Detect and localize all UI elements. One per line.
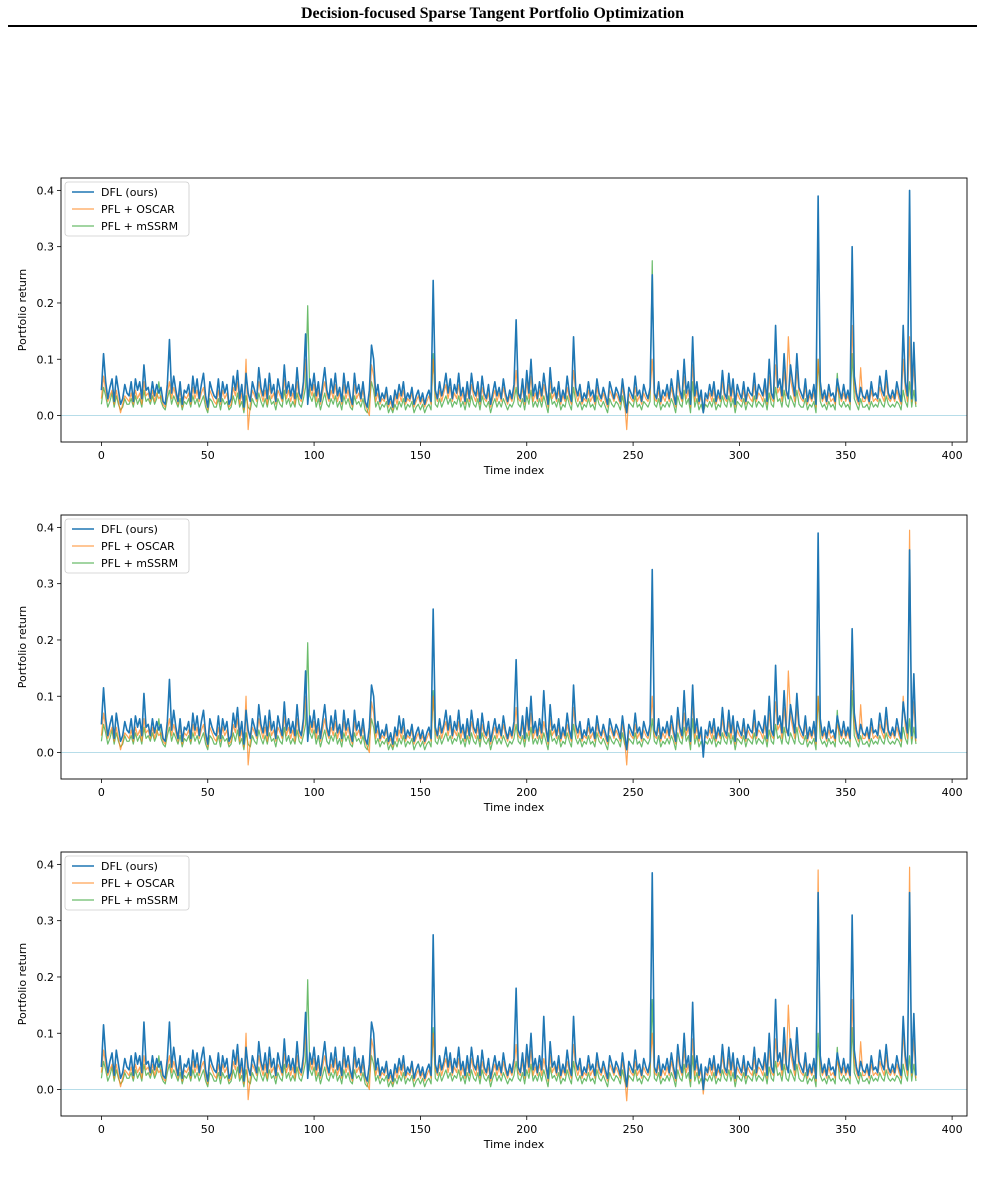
legend: DFL (ours) PFL + OSCAR PFL + mSSRM (64, 518, 190, 574)
page-header: Decision-focused Sparse Tangent Portfoli… (0, 0, 985, 30)
y-tick-label: 0.1 (37, 690, 55, 703)
x-tick-label: 200 (516, 449, 537, 462)
y-axis-label: Portfolio return (16, 943, 29, 1025)
y-tick-label: 0.1 (37, 353, 55, 366)
x-tick-label: 300 (729, 786, 750, 799)
legend-box (64, 855, 190, 911)
x-tick-label: 100 (304, 449, 325, 462)
header-rule (8, 25, 977, 27)
legend-label-2: PFL + OSCAR (101, 877, 175, 890)
y-tick-label: 0.0 (37, 1084, 55, 1097)
y-tick-label: 0.4 (37, 184, 55, 197)
series-line-2 (100, 324, 917, 431)
x-tick-label: 300 (729, 449, 750, 462)
legend-label-1: DFL (ours) (101, 523, 158, 536)
legend-label-3: PFL + mSSRM (101, 557, 178, 570)
legend-label-2: PFL + OSCAR (101, 203, 175, 216)
x-axis-label: Time index (483, 464, 545, 477)
x-tick-label: 250 (623, 449, 644, 462)
page-title: Decision-focused Sparse Tangent Portfoli… (300, 5, 685, 22)
x-tick-label: 250 (623, 786, 644, 799)
series-line-1 (100, 189, 917, 414)
y-axis-label: Portfolio return (16, 269, 29, 351)
chart-2: 0 50 100 150 200 250 300 350 400 0.0 0.1 0.2 0.3 0.4 T… (16, 514, 968, 814)
x-tick-label: 300 (729, 1123, 750, 1136)
x-axis-label: Time index (483, 1138, 545, 1151)
series-line-3 (100, 979, 917, 1088)
x-tick-label: 0 (98, 449, 105, 462)
y-tick-label: 0.2 (37, 297, 55, 310)
legend-box (64, 518, 190, 574)
legend-label-1: DFL (ours) (101, 186, 158, 199)
x-tick-label: 100 (304, 786, 325, 799)
y-tick-label: 0.2 (37, 971, 55, 984)
x-tick-label: 350 (835, 449, 856, 462)
legend-label-2: PFL + OSCAR (101, 540, 175, 553)
plot-frame (60, 514, 968, 780)
y-tick-label: 0.1 (37, 1027, 55, 1040)
series-line-1 (100, 872, 917, 1091)
y-tick-label: 0.3 (37, 578, 55, 591)
y-tick-label: 0.4 (37, 858, 55, 871)
y-tick-label: 0.3 (37, 915, 55, 928)
x-tick-label: 0 (98, 1123, 105, 1136)
x-tick-label: 400 (942, 786, 963, 799)
legend: DFL (ours) PFL + OSCAR PFL + mSSRM (64, 181, 190, 237)
legend-label-1: DFL (ours) (101, 860, 158, 873)
x-tick-label: 0 (98, 786, 105, 799)
x-tick-label: 400 (942, 1123, 963, 1136)
x-tick-label: 50 (201, 449, 215, 462)
series-line-3 (100, 260, 917, 414)
chart-1: 0 50 100 150 200 250 300 350 400 0.0 0.1 0.2 0.3 0.4 T… (16, 177, 968, 477)
series-line-3 (100, 642, 917, 751)
x-axis-label: Time index (483, 801, 545, 814)
x-tick-label: 150 (410, 1123, 431, 1136)
legend: DFL (ours) PFL + OSCAR PFL + mSSRM (64, 855, 190, 911)
y-tick-label: 0.2 (37, 634, 55, 647)
x-tick-label: 100 (304, 1123, 325, 1136)
y-axis-label: Portfolio return (16, 606, 29, 688)
plot-frame (60, 851, 968, 1117)
chart-3: 0 50 100 150 200 250 300 350 400 0.0 0.1 0.2 0.3 0.4 T… (16, 851, 968, 1151)
x-tick-label: 350 (835, 786, 856, 799)
x-tick-label: 250 (623, 1123, 644, 1136)
x-tick-label: 50 (201, 1123, 215, 1136)
plot-frame (60, 177, 968, 443)
x-tick-label: 200 (516, 1123, 537, 1136)
legend-label-3: PFL + mSSRM (101, 220, 178, 233)
series-line-1 (100, 532, 917, 758)
legend-box (64, 181, 190, 237)
y-tick-label: 0.0 (37, 410, 55, 423)
x-tick-label: 400 (942, 449, 963, 462)
x-tick-label: 50 (201, 786, 215, 799)
x-tick-label: 150 (410, 449, 431, 462)
y-tick-label: 0.0 (37, 747, 55, 760)
y-tick-label: 0.4 (37, 521, 55, 534)
x-tick-label: 150 (410, 786, 431, 799)
y-tick-label: 0.3 (37, 241, 55, 254)
x-tick-label: 350 (835, 1123, 856, 1136)
legend-label-3: PFL + mSSRM (101, 894, 178, 907)
x-tick-label: 200 (516, 786, 537, 799)
